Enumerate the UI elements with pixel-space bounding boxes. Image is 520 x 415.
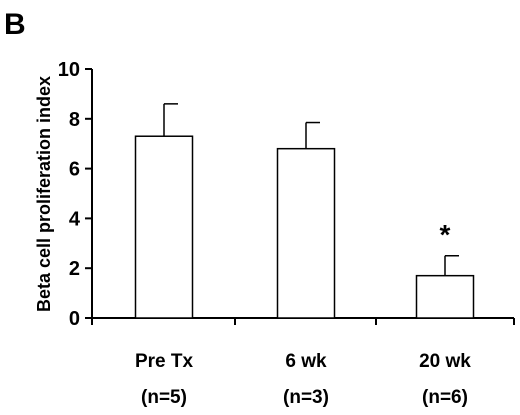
annotations: * <box>440 219 451 250</box>
y-tick-label: 4 <box>69 208 81 230</box>
bars <box>134 135 475 319</box>
bar <box>415 274 475 319</box>
bar <box>134 135 194 319</box>
x-category-label: 6 wk <box>285 351 327 372</box>
y-tick-labels: 0 2 4 6 8 10 <box>58 59 81 330</box>
y-axis-title: Beta cell proliferation index <box>34 76 54 312</box>
x-category-label: Pre Tx <box>135 351 194 372</box>
bar <box>276 147 336 319</box>
x-category-sublabel: (n=6) <box>422 387 468 408</box>
x-category-sublabel: (n=5) <box>141 387 187 408</box>
y-tick-label: 6 <box>69 159 80 181</box>
y-tick-label: 10 <box>58 59 80 81</box>
significance-asterisk: * <box>440 219 451 250</box>
x-category-sublabel: (n=3) <box>283 387 329 408</box>
y-tick-label: 8 <box>69 109 80 131</box>
y-tick-label: 2 <box>69 258 80 280</box>
x-category-labels: Pre Tx (n=5) 6 wk (n=3) 20 wk (n=6) <box>135 351 471 408</box>
y-tick-label: 0 <box>69 308 80 330</box>
panel-label: B <box>4 8 26 41</box>
error-bars <box>163 103 459 276</box>
x-category-label: 20 wk <box>419 351 471 372</box>
